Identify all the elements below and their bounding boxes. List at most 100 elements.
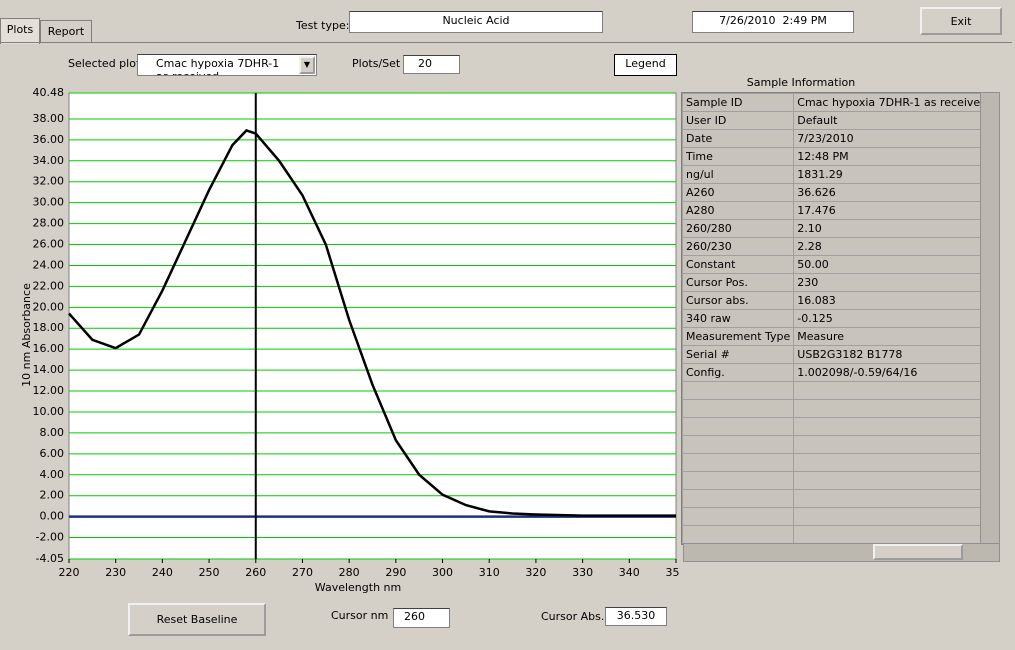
table-row [682,525,981,544]
tab[interactable]: Plots [0,18,40,44]
tab[interactable]: Report [40,20,92,42]
table-cell: Default [793,111,981,130]
plot: Wavelength nm 10 nm Absorbance -4.05 -2.0… [20,86,681,594]
table-cell [793,453,981,472]
y-tick-label: 16.00 [33,342,65,355]
table-cell [682,489,795,508]
x-tick-label: 290 [385,566,406,579]
table-cell: 17.476 [793,201,981,220]
y-tick-label: 4.00 [40,468,65,481]
y-tick-label: 28.00 [33,217,65,230]
x-tick-label: 260 [245,566,266,579]
table-row: Sample ID Cmac hypoxia 7DHR-1 as received [682,93,981,112]
table-cell: 260/280 [682,219,795,238]
table-cell [682,399,795,418]
table-cell: 36.626 [793,183,981,202]
y-tick-label: 20.00 [33,300,65,313]
y-tick-label: 40.48 [33,86,65,99]
cursor-nm-spinner[interactable]: 260 [393,608,450,628]
x-tick-label: 250 [199,566,220,579]
table-row: ng/ul 1831.29 [682,165,981,184]
table-cell: 16.083 [793,291,981,310]
y-tick-label: -4.05 [36,552,64,565]
x-tick-label: 310 [479,566,500,579]
table-cell: A280 [682,201,795,220]
table-row: Time 12:48 PM [682,147,981,166]
table-row [682,489,981,508]
table-cell [793,435,981,454]
y-tick-label: 12.00 [33,384,65,397]
selected-plot-dropdown[interactable]: Cmac hypoxia 7DHR-1 as received [137,54,317,76]
table-cell [793,381,981,400]
table-cell: Measure [793,327,981,346]
table-row: Measurement Type Measure [682,327,981,346]
sample-table: Sample ID Cmac hypoxia 7DHR-1 as received… [682,93,981,544]
y-tick-label: 34.00 [33,154,65,167]
x-tick-label: 270 [292,566,313,579]
table-row [682,453,981,472]
x-tick-label: 320 [525,566,546,579]
table-row: 260/230 2.28 [682,237,981,256]
table-row: Config. 1.002098/-0.59/64/16 [682,363,981,382]
table-cell: A260 [682,183,795,202]
table-cell: USB2G3182 B1778 [793,345,981,364]
table-cell [682,417,795,436]
table-cell: Config. [682,363,795,382]
label: Selected plot [68,57,141,70]
sample-table-container: Sample ID Cmac hypoxia 7DHR-1 as received… [681,92,982,545]
vertical-scrollbar[interactable] [980,92,1000,545]
label: Cursor Abs. [541,610,605,623]
table-cell: Date [682,129,795,148]
y-tick-label: 32.00 [33,175,65,188]
datetime-field: 7/26/2010 2:49 PM [692,11,854,33]
table-cell: 340 raw [682,309,795,328]
x-tick-label: 330 [572,566,593,579]
scrollbar-thumb[interactable] [873,544,963,560]
exit-button[interactable]: Exit [920,7,1002,35]
table-cell: 1.002098/-0.59/64/16 [793,363,981,382]
x-tick-label: 220 [59,566,80,579]
y-tick-label: 22.00 [33,279,65,292]
table-row: Cursor Pos. 230 [682,273,981,292]
dropdown-arrow[interactable]: ▼ [299,56,315,74]
y-tick-label: 30.00 [33,196,65,209]
y-tick-label: 8.00 [40,426,65,439]
table-cell [793,399,981,418]
table-row [682,471,981,490]
table-cell [793,507,981,526]
x-tick-label: 350 [666,566,681,579]
table-row [682,435,981,454]
table-row: 340 raw -0.125 [682,309,981,328]
label: Cursor nm [331,609,389,622]
table-cell [682,381,795,400]
table-cell: Cursor Pos. [682,273,795,292]
table-cell: 230 [793,273,981,292]
table-cell [793,417,981,436]
table-cell: 260/230 [682,237,795,256]
table-cell [793,471,981,490]
x-axis-label: Wavelength nm [315,581,401,594]
table-row: User ID Default [682,111,981,130]
plot-area [68,92,677,560]
table-cell: Measurement Type [682,327,795,346]
tab-border [0,42,1012,43]
table-row: Cursor abs. 16.083 [682,291,981,310]
reset-baseline-button[interactable]: Reset Baseline [128,603,266,636]
table-cell: Serial # [682,345,795,364]
table-cell: Constant [682,255,795,274]
table-title: Sample Information [746,76,856,89]
y-tick-label: 26.00 [33,238,65,251]
x-tick-label: 240 [152,566,173,579]
y-tick-label: 10.00 [33,405,65,418]
table-cell: Cursor abs. [682,291,795,310]
label: Plots/Set [352,57,401,70]
table-cell: User ID [682,111,795,130]
table-cell: ng/ul [682,165,795,184]
legend-button[interactable]: Legend [614,54,677,76]
y-tick-label: 36.00 [33,133,65,146]
test-type-field[interactable]: Nucleic Acid [349,11,603,33]
y-tick-label: 24.00 [33,258,65,271]
plots-per-set-spinner[interactable]: 20 [403,55,460,74]
table-cell: 2.10 [793,219,981,238]
